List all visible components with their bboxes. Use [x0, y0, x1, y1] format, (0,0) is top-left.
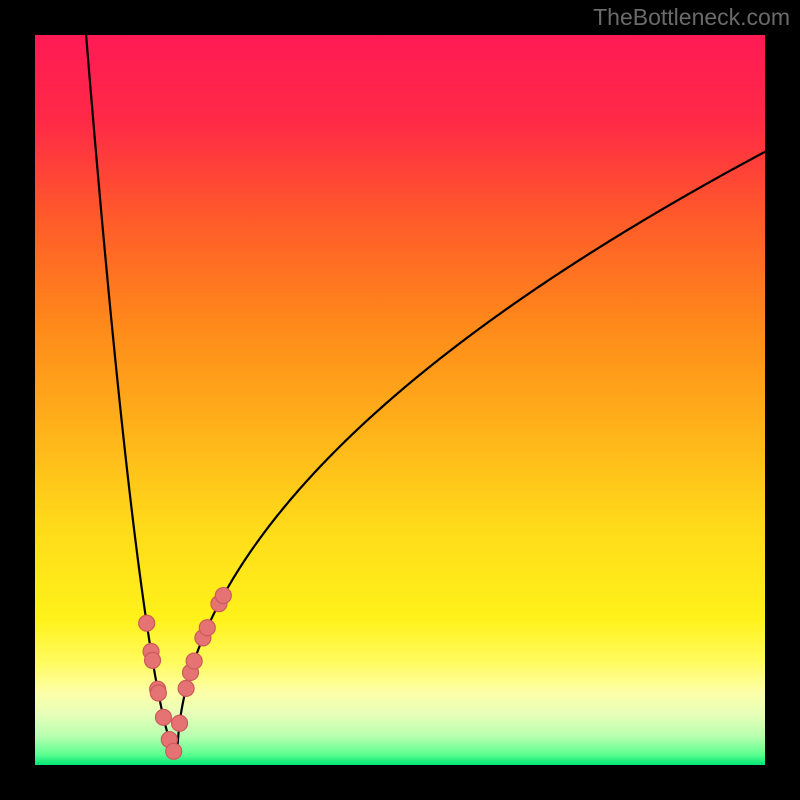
data-marker	[139, 615, 155, 631]
chart-container: TheBottleneck.com	[0, 0, 800, 800]
data-marker	[215, 588, 231, 604]
data-marker	[150, 685, 166, 701]
data-marker	[186, 653, 202, 669]
data-marker	[166, 743, 182, 759]
data-marker	[145, 652, 161, 668]
data-marker	[155, 709, 171, 725]
data-marker	[199, 620, 215, 636]
data-marker	[178, 680, 194, 696]
bottleneck-chart	[0, 0, 800, 800]
watermark-text: TheBottleneck.com	[593, 4, 790, 31]
data-marker	[172, 715, 188, 731]
